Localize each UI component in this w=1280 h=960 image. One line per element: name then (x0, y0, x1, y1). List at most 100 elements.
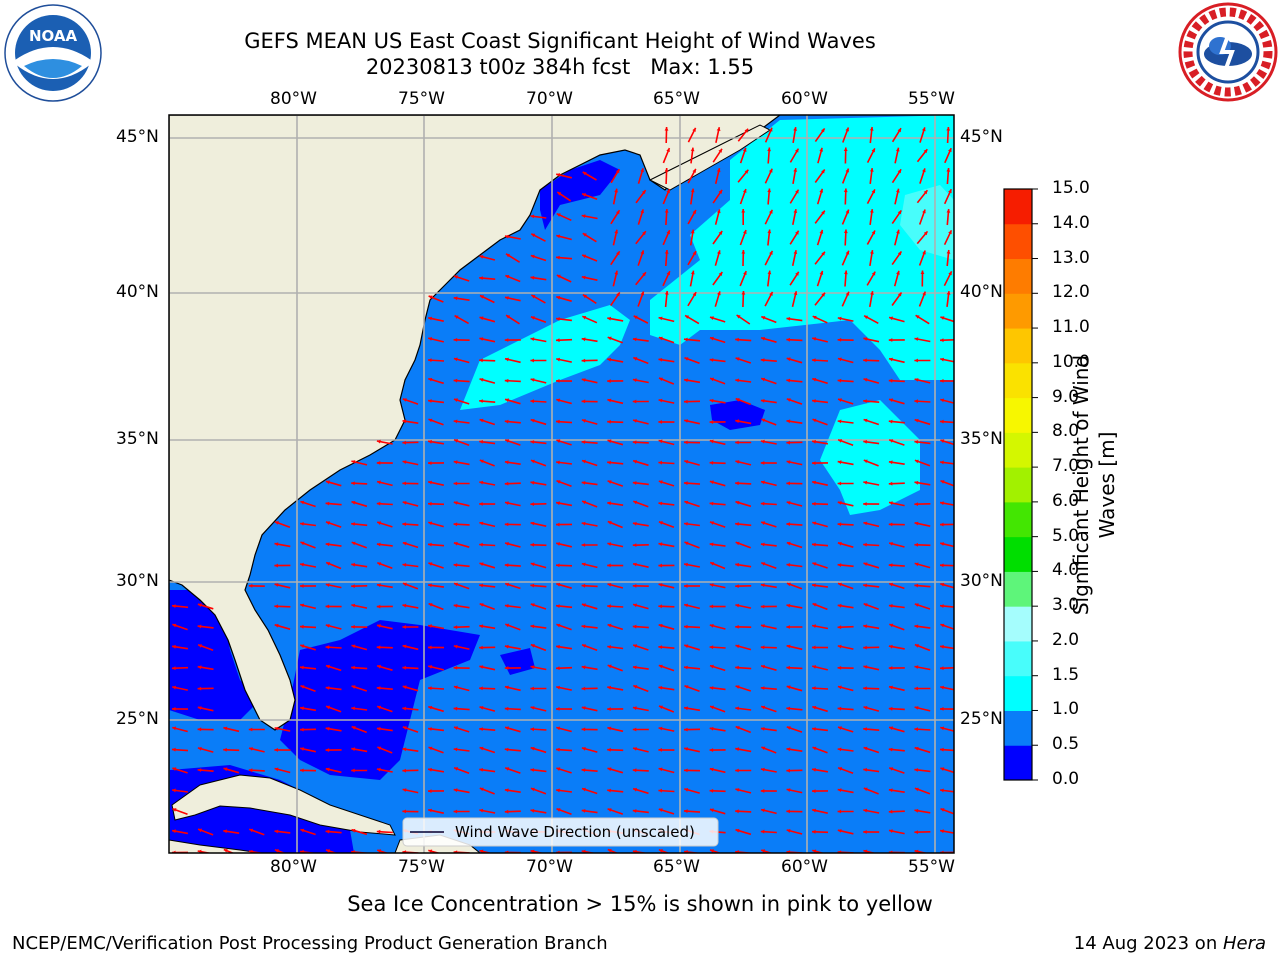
wave-direction-arrowhead (863, 603, 868, 607)
wind-wave-arrows (171, 126, 954, 853)
wave-direction-arrowhead (889, 501, 893, 505)
wave-direction-arrowhead (888, 563, 893, 568)
wave-direction-arrowhead (786, 460, 791, 464)
wave-direction-arrowhead (761, 705, 766, 710)
map-gridlines (169, 115, 954, 853)
wave-direction-arrowhead (897, 169, 902, 174)
wave-direction-arrowhead (614, 229, 619, 234)
colorbar-label-line2: Waves [m] (1095, 431, 1119, 539)
wave-direction-arrowhead (479, 358, 483, 363)
wave-direction-arrowhead (914, 686, 918, 691)
wave-direction-arrowhead (812, 624, 816, 628)
wave-direction-arrowhead (837, 666, 842, 670)
wave-direction-arrowhead (914, 502, 918, 506)
colorbar-segment (1004, 362, 1032, 399)
svg-text:NOAA: NOAA (29, 27, 78, 45)
wave-direction-arrowhead (607, 726, 612, 731)
wave-direction-arrowhead (530, 849, 535, 853)
wave-direction-arrowhead (530, 787, 535, 792)
wave-direction-arrowhead (718, 231, 723, 235)
wave-direction-arrowhead (453, 541, 458, 546)
wave-direction-arrowhead (197, 665, 202, 670)
wave-direction-arrowhead (897, 128, 901, 133)
wave-direction-arrowhead (556, 563, 560, 568)
wave-direction-arrowhead (300, 584, 304, 588)
lon-tick-top-55w: 55°W (908, 89, 955, 109)
wave-direction-arrowhead (812, 418, 817, 423)
wave-direction-arrowhead (504, 644, 509, 649)
wave-direction-arrowhead (819, 229, 824, 234)
wave-direction-arrowhead (402, 522, 407, 527)
wave-direction-arrowhead (581, 706, 586, 710)
wave-direction-arrowhead (863, 727, 867, 731)
wave-direction-arrowhead (581, 521, 586, 526)
wave-direction-arrowhead (844, 270, 848, 275)
wave-direction-arrowhead (640, 250, 645, 255)
wave-direction-arrowhead (351, 685, 356, 689)
wave-direction-arrowhead (300, 644, 305, 649)
wave-direction-arrowhead (505, 726, 509, 731)
wave-direction-arrowhead (428, 358, 432, 363)
wave-direction-arrowhead (300, 541, 305, 546)
wave-direction-arrowhead (940, 808, 945, 812)
wave-direction-arrowhead (837, 829, 842, 833)
wave-direction-arrowhead (530, 502, 534, 506)
wave-direction-arrowhead (402, 788, 407, 792)
wave-direction-arrowhead (632, 584, 637, 588)
wave-direction-arrowhead (889, 623, 894, 628)
wave-direction-arrowhead (428, 746, 433, 751)
wave-direction-arrowhead (479, 316, 484, 321)
wave-direction-arrowhead (888, 666, 893, 670)
wave-direction-arrowhead (863, 787, 868, 792)
wave-direction-arrowhead (453, 357, 458, 362)
wave-direction-arrowhead (940, 419, 944, 424)
wave-direction-arrowhead (504, 604, 509, 608)
sea-ice-note-wrap: Sea Ice Concentration > 15% is shown in … (0, 892, 1280, 916)
wave-direction-arrowhead (376, 604, 381, 609)
wave-direction-arrowhead (658, 521, 663, 525)
wave-direction-arrowhead (351, 562, 356, 567)
wave-direction-arrowhead (351, 603, 356, 608)
wave-direction-arrowhead (786, 625, 790, 629)
wave-direction-arrowhead (658, 686, 663, 690)
wave-direction-arrowhead (709, 439, 714, 444)
wave-direction-arrowhead (581, 440, 586, 444)
colorbar-tick-label: 13.0 (1052, 247, 1090, 268)
wave-direction-arrowhead (940, 666, 944, 671)
wave-direction-arrowhead (504, 809, 509, 814)
wave-direction-arrowhead (556, 767, 561, 771)
wave-direction-arrowhead (505, 542, 509, 546)
wave-direction-arrowhead (172, 808, 177, 812)
wave-direction-arrowhead (684, 665, 688, 670)
wave-direction-arrowhead (897, 292, 902, 297)
wave-direction-arrowhead (786, 726, 791, 730)
wave-direction-arrowhead (812, 562, 817, 566)
wave-direction-arrowhead (889, 542, 893, 546)
wave-direction-arrowhead (556, 788, 560, 793)
wave-direction-arrowhead (274, 767, 279, 772)
wave-direction-arrowhead (505, 582, 510, 587)
nws-logo (1178, 2, 1278, 102)
wave-direction-arrowhead (428, 767, 432, 772)
wave-direction-arrowhead (223, 747, 227, 752)
wave-direction-arrowhead (248, 584, 253, 588)
wave-direction-arrowhead (690, 188, 695, 193)
wave-direction-arrowhead (428, 583, 432, 588)
wave-direction-arrowhead (709, 583, 714, 587)
wave-direction-arrowhead (761, 316, 766, 320)
wave-direction-arrowhead (812, 686, 816, 691)
wave-direction-arrowhead (786, 378, 791, 383)
wave-direction-arrowhead (556, 379, 560, 383)
wave-direction-arrowhead (632, 378, 637, 383)
wave-direction-arrowhead (453, 501, 458, 505)
wave-direction-arrowhead (915, 315, 920, 319)
colorbar-tick-label: 8.0 (1052, 421, 1080, 442)
wave-direction-arrowhead (325, 767, 330, 772)
wave-direction-arrowhead (300, 500, 305, 505)
wave-direction-arrowhead (453, 644, 458, 649)
wave-direction-arrowhead (428, 399, 432, 403)
colorbar-tick-label: 6.0 (1052, 490, 1080, 511)
wave-direction-arrowhead (633, 562, 637, 567)
wave-area-cyan-east (820, 400, 920, 515)
wave-direction-arrowhead (914, 562, 919, 567)
